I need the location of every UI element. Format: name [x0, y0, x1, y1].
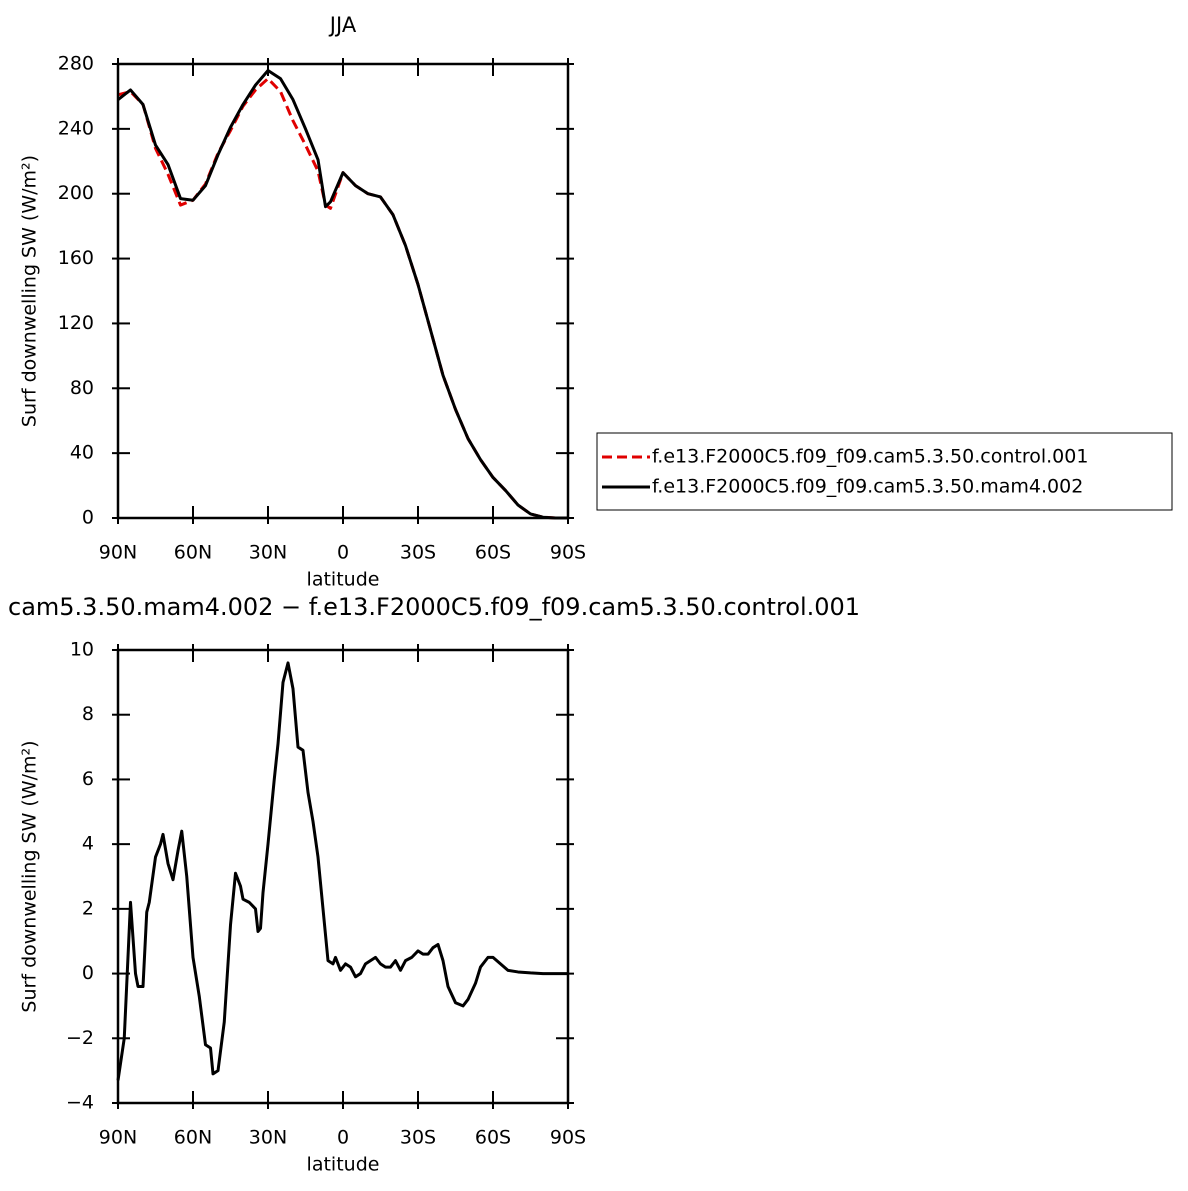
y-tick-label: 200 [58, 182, 94, 204]
plot-frame [116, 648, 570, 1105]
y-tick-label: 280 [58, 53, 94, 75]
y-tick-label: −2 [66, 1027, 94, 1049]
x-tick-label: 90S [550, 542, 586, 564]
y-tick-label: 4 [82, 833, 94, 855]
x-axis-label: latitude [307, 1154, 380, 1176]
plot-frame [116, 62, 570, 520]
chart-title: cam5.3.50.mam4.002 − f.e13.F2000C5.f09_f… [8, 593, 860, 621]
data-line [116, 661, 568, 1081]
x-tick-label: 30N [249, 542, 287, 564]
x-tick-label: 30S [400, 542, 436, 564]
y-tick-label: 120 [58, 312, 94, 334]
x-tick-label: 0 [337, 542, 349, 564]
y-axis-label: Surf downwelling SW (W/m²) [19, 740, 41, 1012]
y-tick-label: 8 [82, 703, 94, 725]
x-tick-label: 60S [475, 1127, 511, 1149]
y-tick-label: 2 [82, 897, 94, 919]
y-tick-label: 160 [58, 247, 94, 269]
x-tick-label: 30N [249, 1127, 287, 1149]
y-tick-label: 6 [82, 768, 94, 790]
y-tick-label: −4 [66, 1092, 94, 1114]
x-tick-label: 60N [174, 542, 212, 564]
x-tick-label: 90N [99, 542, 137, 564]
y-axis-label: Surf downwelling SW (W/m²) [19, 155, 41, 427]
x-tick-label: 30S [400, 1127, 436, 1149]
chart-title: JJA [328, 13, 357, 37]
y-tick-label: 0 [82, 962, 94, 984]
data-line [117, 77, 568, 520]
y-tick-label: 80 [70, 377, 94, 399]
y-tick-label: 0 [82, 507, 94, 529]
data-line [117, 68, 568, 520]
x-tick-label: 90N [99, 1127, 137, 1149]
legend-box [596, 432, 1173, 511]
x-tick-label: 60S [475, 542, 511, 564]
x-tick-label: 90S [550, 1127, 586, 1149]
x-tick-label: 0 [337, 1127, 349, 1149]
legend-label: f.e13.F2000C5.f09_f09.cam5.3.50.mam4.002 [652, 476, 1083, 498]
y-tick-label: 10 [70, 639, 94, 661]
legend-label: f.e13.F2000C5.f09_f09.cam5.3.50.control.… [652, 446, 1088, 468]
x-tick-label: 60N [174, 1127, 212, 1149]
y-tick-label: 240 [58, 117, 94, 139]
y-tick-label: 40 [70, 442, 94, 464]
x-axis-label: latitude [307, 569, 380, 591]
